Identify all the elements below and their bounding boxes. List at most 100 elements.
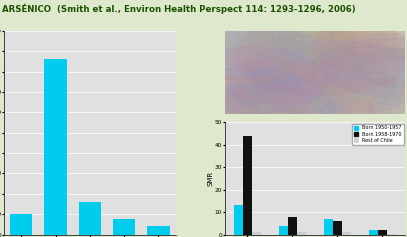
Circle shape xyxy=(272,8,396,66)
Circle shape xyxy=(224,72,347,128)
Circle shape xyxy=(248,42,363,95)
Circle shape xyxy=(184,83,305,140)
Circle shape xyxy=(262,22,407,95)
Circle shape xyxy=(305,59,330,71)
Circle shape xyxy=(319,53,385,83)
Circle shape xyxy=(244,47,342,92)
Circle shape xyxy=(350,9,407,59)
Circle shape xyxy=(178,13,277,59)
Bar xyxy=(297,232,306,235)
Circle shape xyxy=(384,87,407,102)
Circle shape xyxy=(296,29,407,112)
Circle shape xyxy=(322,34,407,97)
Circle shape xyxy=(224,3,361,67)
Circle shape xyxy=(162,63,337,144)
Circle shape xyxy=(376,77,396,86)
Circle shape xyxy=(219,89,301,127)
Circle shape xyxy=(306,62,372,92)
Circle shape xyxy=(227,50,371,117)
Circle shape xyxy=(363,65,407,101)
Circle shape xyxy=(236,15,407,96)
Circle shape xyxy=(316,29,390,64)
Circle shape xyxy=(188,86,292,134)
Circle shape xyxy=(315,103,339,114)
Circle shape xyxy=(212,46,292,83)
Y-axis label: SMR: SMR xyxy=(207,171,213,186)
Circle shape xyxy=(176,22,317,87)
Circle shape xyxy=(305,38,407,119)
Circle shape xyxy=(302,77,407,147)
Circle shape xyxy=(185,76,308,133)
Bar xyxy=(252,232,261,235)
Circle shape xyxy=(185,23,276,65)
Bar xyxy=(378,230,387,235)
Circle shape xyxy=(214,77,263,100)
Circle shape xyxy=(323,80,351,93)
Circle shape xyxy=(287,48,346,75)
Circle shape xyxy=(328,97,372,118)
Circle shape xyxy=(265,46,407,124)
Circle shape xyxy=(320,82,355,98)
Circle shape xyxy=(328,12,407,76)
Circle shape xyxy=(228,87,301,121)
Circle shape xyxy=(182,46,326,113)
Circle shape xyxy=(304,72,407,121)
Circle shape xyxy=(215,76,344,136)
Bar xyxy=(243,136,252,235)
Circle shape xyxy=(197,8,319,64)
Circle shape xyxy=(243,70,303,98)
Circle shape xyxy=(197,20,353,92)
Circle shape xyxy=(258,24,320,53)
Circle shape xyxy=(269,75,302,91)
Circle shape xyxy=(311,18,407,73)
Circle shape xyxy=(293,64,395,112)
Circle shape xyxy=(292,76,407,129)
Circle shape xyxy=(214,87,302,128)
Bar xyxy=(279,226,288,235)
Bar xyxy=(44,59,67,235)
Circle shape xyxy=(195,60,372,142)
Circle shape xyxy=(164,68,334,147)
Bar xyxy=(324,219,333,235)
Circle shape xyxy=(247,25,304,52)
Circle shape xyxy=(196,46,268,79)
Bar xyxy=(288,217,297,235)
Circle shape xyxy=(201,84,315,137)
Circle shape xyxy=(310,46,407,111)
Circle shape xyxy=(363,38,382,47)
Circle shape xyxy=(316,30,349,45)
Circle shape xyxy=(171,28,340,107)
Circle shape xyxy=(250,0,407,75)
Circle shape xyxy=(313,50,376,79)
Circle shape xyxy=(236,66,342,115)
Circle shape xyxy=(234,93,299,123)
Circle shape xyxy=(223,12,370,80)
Circle shape xyxy=(282,43,368,83)
Bar xyxy=(10,214,33,235)
Circle shape xyxy=(265,43,407,121)
Legend: Born 1950-1957, Born 1958-1970, Rest of Chile: Born 1950-1957, Born 1958-1970, Rest of … xyxy=(352,123,403,145)
Circle shape xyxy=(221,73,392,153)
Bar xyxy=(369,230,378,235)
Circle shape xyxy=(237,42,293,68)
Circle shape xyxy=(253,31,315,59)
Circle shape xyxy=(211,93,298,133)
Circle shape xyxy=(229,36,306,71)
Circle shape xyxy=(356,48,407,89)
Circle shape xyxy=(155,76,306,146)
Circle shape xyxy=(324,71,407,112)
Bar xyxy=(387,233,396,235)
Circle shape xyxy=(160,7,310,77)
Circle shape xyxy=(373,91,403,105)
Circle shape xyxy=(223,48,306,87)
Text: ARSÉNICO  (Smith et al., Environ Health Perspect 114: 1293-1296, 2006): ARSÉNICO (Smith et al., Environ Health P… xyxy=(2,4,356,14)
Circle shape xyxy=(225,5,352,64)
Bar xyxy=(147,227,170,235)
Circle shape xyxy=(223,21,358,83)
Circle shape xyxy=(166,4,284,59)
Circle shape xyxy=(325,30,399,64)
Circle shape xyxy=(320,98,352,113)
Circle shape xyxy=(260,85,368,134)
Circle shape xyxy=(259,84,351,127)
Bar xyxy=(234,205,243,235)
